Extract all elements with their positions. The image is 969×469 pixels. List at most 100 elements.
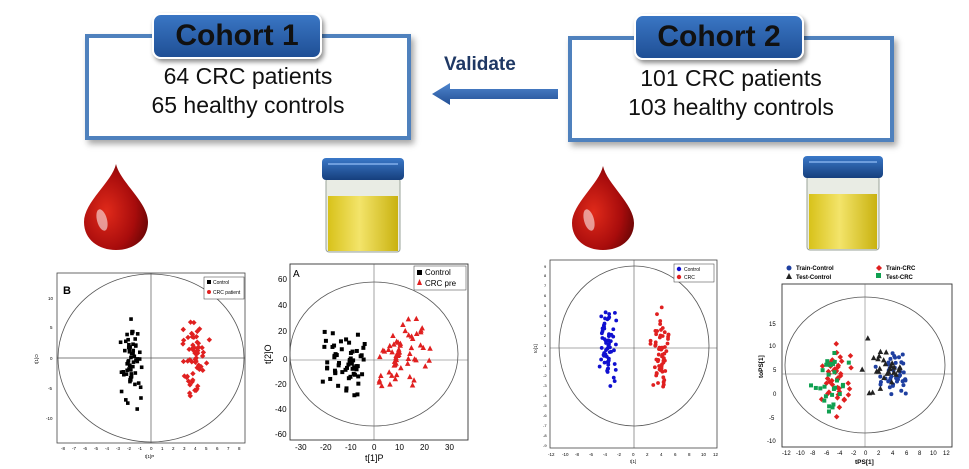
test-crc-point	[818, 386, 823, 391]
crc-point	[186, 390, 193, 396]
control-point	[129, 355, 133, 360]
legend-marker-control	[676, 266, 682, 272]
test-crc-point	[831, 387, 836, 392]
control-point	[607, 312, 612, 316]
y-axis-label: t[1]O	[34, 354, 39, 364]
control-point	[599, 346, 604, 350]
control-point	[122, 372, 126, 377]
legend-label-test-control: Test-Control	[796, 275, 832, 281]
train-control-point	[887, 385, 892, 390]
control-point	[614, 342, 618, 347]
legend-label-crc: CRC pre	[425, 279, 457, 288]
y-tick: -5	[48, 386, 52, 391]
y-tick: -20	[275, 380, 287, 389]
control-point	[599, 331, 604, 336]
crc-point	[206, 337, 213, 343]
test-crc-point	[832, 370, 837, 375]
crc-point	[195, 362, 202, 368]
y-tick: -10	[767, 439, 776, 445]
control-point	[127, 349, 132, 354]
control-point	[126, 345, 131, 350]
control-point	[332, 368, 337, 373]
x-tick: 1	[161, 446, 164, 451]
y-tick: -60	[275, 430, 287, 439]
x-tick: -8	[810, 451, 816, 457]
crc-point	[655, 329, 660, 333]
control-point	[606, 360, 611, 365]
legend-label-crc: CRC patient	[213, 290, 241, 296]
crc-point	[200, 367, 206, 374]
control-point	[352, 393, 357, 398]
test-crc-point	[834, 378, 839, 383]
crc-point	[391, 362, 397, 368]
control-point	[356, 381, 361, 386]
control-point	[127, 363, 132, 367]
legend-marker-crc	[676, 274, 682, 280]
x-tick: 30	[445, 443, 454, 452]
crc-point	[662, 330, 667, 335]
control-point	[597, 364, 602, 369]
control-point	[119, 370, 124, 375]
control-point	[131, 348, 136, 353]
x-tick: 0	[372, 443, 377, 452]
train-control-point	[897, 373, 902, 378]
crc-point	[387, 381, 393, 387]
y-tick: 40	[278, 301, 287, 310]
test-crc-point	[822, 384, 827, 389]
control-point	[599, 314, 604, 319]
crc-point	[386, 369, 392, 375]
legend-label-control: Control	[684, 267, 700, 273]
y-tick: -3	[543, 383, 547, 388]
x-tick: -4	[105, 446, 109, 451]
crc-point	[666, 332, 671, 337]
train-control-point	[903, 391, 908, 396]
crc-point	[409, 382, 416, 388]
crc-point	[189, 359, 195, 365]
crc-point	[391, 341, 397, 347]
crc-point	[413, 315, 420, 321]
crc-point	[203, 360, 210, 366]
crc-point	[389, 372, 395, 378]
x-tick: 4	[194, 446, 197, 451]
test-crc-point	[846, 360, 851, 365]
train-crc-point	[848, 365, 854, 371]
control-point	[126, 359, 131, 363]
control-point	[131, 360, 136, 364]
control-point	[124, 339, 128, 344]
control-point	[339, 347, 344, 352]
control-point	[139, 396, 143, 400]
test-control-point	[876, 353, 882, 359]
legend-label-train-crc: Train-CRC	[886, 266, 916, 272]
control-point	[349, 361, 354, 366]
crc-point	[657, 345, 662, 350]
x-tick: -4	[837, 451, 843, 457]
x-axis-label: tPS[1]	[855, 459, 874, 466]
control-point	[125, 332, 129, 337]
control-point	[118, 340, 123, 345]
x-tick-labels: -30 -20 -10 0 10 20 30	[295, 443, 454, 452]
legend-marker-train-crc	[876, 265, 882, 271]
x-tick: -10	[345, 443, 357, 452]
control-point	[348, 350, 353, 355]
control-point	[133, 337, 138, 341]
crc-point	[377, 353, 383, 360]
x-tick: 7	[227, 446, 230, 451]
test-control-point	[897, 364, 903, 371]
test-control-point	[877, 348, 884, 355]
control-point	[612, 379, 617, 383]
test-crc-point	[830, 405, 835, 410]
x-tick: 2	[646, 452, 649, 457]
train-crc-point	[827, 379, 833, 385]
control-point	[325, 366, 330, 371]
crc-point	[411, 377, 417, 383]
train-crc-point	[845, 380, 851, 386]
crc-point	[185, 334, 191, 341]
control-point	[603, 338, 608, 343]
y-tick: 10	[769, 344, 776, 350]
x-tick: -12	[782, 451, 791, 457]
train-crc-point	[836, 385, 842, 392]
x-tick: 8	[918, 451, 922, 457]
test-control-point	[865, 335, 871, 341]
test-control-point	[869, 389, 876, 395]
y-tick: -5	[543, 403, 547, 408]
